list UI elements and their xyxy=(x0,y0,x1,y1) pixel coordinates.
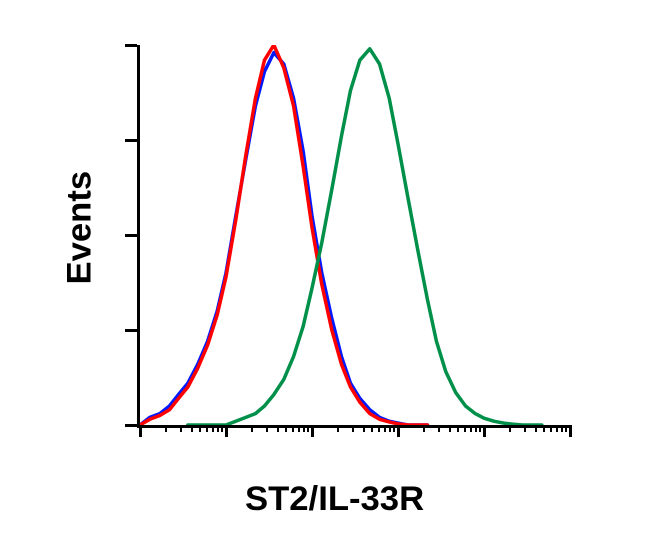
x-tick-minor xyxy=(535,425,537,432)
x-tick-minor xyxy=(470,425,472,432)
x-tick-minor xyxy=(509,425,511,432)
x-tick-major xyxy=(311,425,314,437)
x-tick-minor xyxy=(266,425,268,432)
x-tick-minor xyxy=(303,425,305,432)
figure-container: Events ST2/IL-33R xyxy=(0,0,650,558)
x-tick-major xyxy=(483,425,486,437)
y-tick-major xyxy=(125,329,137,332)
x-tick-minor xyxy=(292,425,294,432)
x-tick-minor xyxy=(307,425,309,432)
x-tick-minor xyxy=(449,425,451,432)
x-tick-minor xyxy=(337,425,339,432)
x-tick-minor xyxy=(363,425,365,432)
x-tick-minor xyxy=(277,425,279,432)
x-tick-major xyxy=(139,425,142,437)
x-tick-minor xyxy=(423,425,425,432)
x-tick-minor xyxy=(206,425,208,432)
x-axis-label: ST2/IL-33R xyxy=(245,480,424,519)
x-tick-minor xyxy=(165,425,167,432)
x-tick-minor xyxy=(556,425,558,432)
x-tick-minor xyxy=(543,425,545,432)
x-tick-minor xyxy=(352,425,354,432)
y-axis xyxy=(137,45,140,428)
y-tick-major xyxy=(125,234,137,237)
x-tick-minor xyxy=(378,425,380,432)
y-axis-label: Events xyxy=(61,185,100,285)
x-tick-minor xyxy=(217,425,219,432)
x-tick-minor xyxy=(479,425,481,432)
x-tick-major xyxy=(397,425,400,437)
curve-st2-positive xyxy=(188,49,542,425)
x-tick-minor xyxy=(384,425,386,432)
x-tick-minor xyxy=(199,425,201,432)
y-tick-major xyxy=(125,139,137,142)
x-tick-minor xyxy=(180,425,182,432)
curve-unstained xyxy=(140,45,427,425)
x-tick-minor xyxy=(464,425,466,432)
x-tick-minor xyxy=(212,425,214,432)
x-tick-minor xyxy=(285,425,287,432)
x-tick-minor xyxy=(371,425,373,432)
y-tick-major xyxy=(125,44,137,47)
x-tick-minor xyxy=(438,425,440,432)
x-tick-minor xyxy=(475,425,477,432)
y-tick-major xyxy=(125,424,137,427)
x-tick-minor xyxy=(221,425,223,432)
x-tick-minor xyxy=(191,425,193,432)
curve-isotype-control xyxy=(140,53,427,425)
x-tick-minor xyxy=(393,425,395,432)
x-tick-minor xyxy=(298,425,300,432)
x-tick-minor xyxy=(251,425,253,432)
x-tick-major xyxy=(569,425,572,437)
x-tick-minor xyxy=(565,425,567,432)
x-tick-minor xyxy=(389,425,391,432)
x-tick-minor xyxy=(457,425,459,432)
x-tick-minor xyxy=(524,425,526,432)
x-tick-major xyxy=(225,425,228,437)
x-tick-minor xyxy=(550,425,552,432)
x-tick-minor xyxy=(561,425,563,432)
